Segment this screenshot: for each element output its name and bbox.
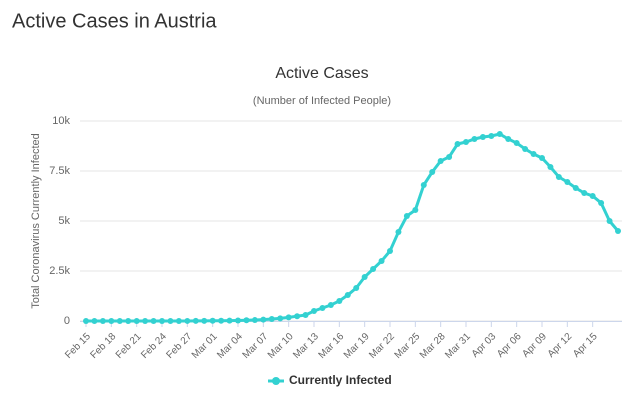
data-point [555, 174, 562, 180]
data-point [589, 193, 596, 199]
data-point [336, 298, 343, 304]
x-tick-label: Mar 07 [241, 331, 271, 361]
x-tick-label: Mar 04 [215, 331, 245, 361]
data-point [125, 318, 132, 324]
data-point [572, 185, 579, 191]
page-title: Active Cases in Austria [12, 10, 217, 32]
data-point [192, 317, 199, 324]
x-tick-label: Feb 24 [139, 331, 169, 361]
data-point [184, 317, 191, 324]
data-point [226, 317, 233, 324]
data-point [175, 317, 182, 324]
data-point [437, 158, 444, 164]
data-point [479, 134, 486, 140]
data-point [615, 228, 621, 234]
x-tick-label: Mar 13 [291, 331, 321, 361]
data-point [471, 136, 478, 142]
y-axis-label: Total Coronavirus Currently Infected [30, 133, 42, 308]
x-tick-label: Mar 10 [266, 331, 296, 361]
y-tick-label: 5k [58, 215, 70, 227]
x-tick-label: Apr 03 [470, 331, 499, 360]
chart-subtitle: (Number of Infected People) [253, 95, 391, 107]
y-tick-label: 7.5k [49, 165, 70, 177]
data-point [412, 207, 419, 213]
data-point [116, 318, 123, 324]
data-point [547, 164, 554, 170]
data-point [285, 314, 292, 321]
data-point [513, 140, 520, 146]
data-point [344, 292, 351, 298]
data-point [327, 302, 334, 308]
data-point [235, 317, 241, 324]
data-point [488, 133, 495, 139]
data-point [463, 139, 469, 145]
legend-marker [272, 377, 280, 385]
data-point [260, 316, 267, 323]
data-point [505, 136, 512, 142]
y-tick-label: 10k [52, 115, 70, 127]
data-point [446, 154, 453, 160]
data-point [530, 151, 537, 157]
data-point [387, 248, 393, 254]
x-tick-label: Mar 25 [393, 331, 423, 361]
data-point [91, 318, 98, 324]
data-point [99, 318, 106, 324]
data-point [311, 308, 317, 314]
y-tick-label: 0 [64, 315, 70, 327]
data-point [581, 190, 588, 196]
data-point [142, 318, 149, 324]
data-point [150, 318, 157, 324]
data-point [294, 313, 301, 320]
x-tick-label: Feb 21 [114, 331, 144, 361]
chart-title: Active Cases [275, 65, 368, 82]
data-point [378, 258, 385, 264]
data-point [133, 318, 140, 324]
data-point [522, 146, 529, 152]
data-point [218, 317, 225, 324]
x-tick-label: Feb 18 [89, 331, 119, 361]
data-point [403, 213, 410, 219]
data-point [606, 218, 613, 224]
data-point [429, 169, 436, 175]
data-point [319, 305, 326, 311]
x-tick-label: Feb 27 [165, 331, 195, 361]
x-tick-label: Feb 15 [63, 331, 93, 361]
data-point [353, 285, 360, 291]
data-point [83, 318, 89, 324]
data-point [243, 317, 250, 324]
data-point [108, 318, 115, 324]
data-point [251, 317, 258, 324]
data-point [209, 317, 216, 324]
data-point [277, 315, 284, 322]
data-point [370, 266, 377, 272]
data-point [167, 317, 174, 324]
data-point [539, 155, 545, 161]
data-point [564, 179, 571, 185]
x-tick-label: Mar 22 [367, 331, 397, 361]
x-tick-label: Mar 31 [443, 331, 473, 361]
data-point [302, 312, 309, 318]
data-line [86, 132, 620, 323]
x-tick-label: Apr 15 [571, 331, 600, 360]
y-tick-label: 2.5k [49, 265, 70, 277]
x-tick-label: Apr 06 [495, 331, 524, 360]
data-point [598, 200, 605, 206]
x-tick-label: Mar 16 [317, 331, 347, 361]
data-point [361, 274, 368, 280]
x-tick-label: Mar 01 [190, 331, 220, 361]
x-tick-label: Apr 09 [520, 331, 549, 360]
legend-label: Currently Infected [289, 373, 392, 387]
x-tick-label: Apr 12 [546, 331, 575, 360]
data-point [201, 317, 208, 324]
data-point [420, 182, 427, 188]
data-point [395, 229, 402, 235]
data-point [268, 316, 275, 323]
data-point [454, 141, 461, 147]
x-tick-label: Mar 19 [342, 331, 372, 361]
data-point [496, 131, 503, 137]
data-point [159, 318, 165, 324]
x-tick-label: Mar 28 [418, 331, 448, 361]
